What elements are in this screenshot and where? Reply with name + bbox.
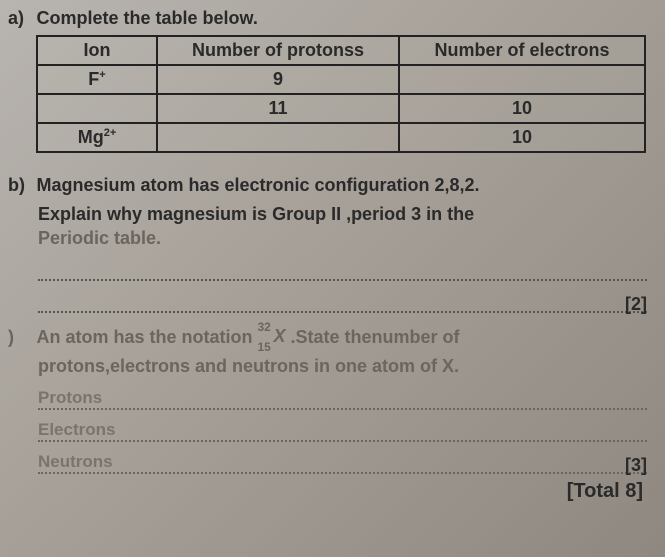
electrons-cell — [399, 65, 645, 94]
part-c-post: .State thenumber of — [290, 327, 459, 347]
header-electrons: Number of electrons — [399, 36, 645, 65]
electrons-answer-line: Electrons — [38, 420, 647, 442]
table-row: Mg2+ 10 — [37, 123, 645, 152]
table-row: 11 10 — [37, 94, 645, 123]
table-header-row: Ion Number of protonss Number of electro… — [37, 36, 645, 65]
neutrons-answer-line: Neutrons [3] — [38, 452, 647, 474]
electrons-cell: 10 — [399, 94, 645, 123]
part-a-prompt: Complete the table below. — [36, 8, 257, 28]
total-marks: [Total 8] — [8, 480, 647, 503]
header-ion: Ion — [37, 36, 157, 65]
table-row: F+ 9 — [37, 65, 645, 94]
part-a-label: a) — [8, 8, 32, 29]
part-b-label: b) — [8, 175, 32, 196]
ion-cell: F+ — [37, 65, 157, 94]
part-b: b) Magnesium atom has electronic configu… — [8, 175, 647, 313]
neutrons-label: Neutrons — [38, 452, 119, 472]
electrons-cell: 10 — [399, 123, 645, 152]
protons-cell: 9 — [157, 65, 399, 94]
part-b-line2: Explain why magnesium is Group II ,perio… — [38, 202, 647, 226]
nuclide-notation: 32 15 X — [257, 328, 285, 348]
part-c-pre: An atom has the notation — [36, 327, 257, 347]
protons-cell: 11 — [157, 94, 399, 123]
ion-table: Ion Number of protonss Number of electro… — [36, 35, 646, 153]
answer-line — [38, 267, 647, 281]
protons-label: Protons — [38, 388, 108, 408]
part-b-line1: Magnesium atom has electronic configurat… — [36, 175, 479, 195]
part-a: a) Complete the table below. — [8, 8, 647, 29]
part-c-label: ) — [8, 327, 32, 348]
ion-cell — [37, 94, 157, 123]
part-c-line2: protons,electrons and neutrons in one at… — [38, 354, 647, 378]
electrons-label: Electrons — [38, 420, 121, 440]
answer-line: [2] — [38, 299, 647, 313]
header-protons: Number of protonss — [157, 36, 399, 65]
protons-answer-line: Protons — [38, 388, 647, 410]
part-b-line3: Periodic table. — [38, 226, 647, 250]
protons-cell — [157, 123, 399, 152]
mark-b: [2] — [621, 294, 647, 315]
ion-cell: Mg2+ — [37, 123, 157, 152]
part-c: ) An atom has the notation 32 15 X .Stat… — [8, 327, 647, 475]
mark-c: [3] — [621, 455, 647, 476]
